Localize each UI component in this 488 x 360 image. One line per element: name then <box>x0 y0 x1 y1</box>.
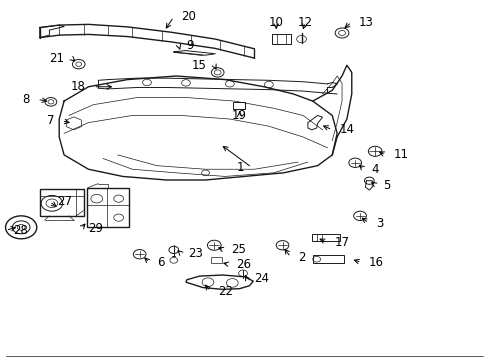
Text: 12: 12 <box>297 16 312 29</box>
Text: 27: 27 <box>57 195 72 208</box>
Text: 20: 20 <box>181 10 196 23</box>
Bar <box>87 188 129 226</box>
Text: 23: 23 <box>188 247 203 260</box>
Bar <box>233 102 244 109</box>
Text: 19: 19 <box>232 109 246 122</box>
Text: 8: 8 <box>22 93 30 106</box>
Text: 3: 3 <box>375 216 383 230</box>
Circle shape <box>211 68 224 77</box>
Bar <box>211 257 222 263</box>
Text: 10: 10 <box>268 16 283 29</box>
Bar <box>312 255 344 263</box>
Bar <box>272 34 290 44</box>
Circle shape <box>72 59 85 69</box>
Circle shape <box>226 279 238 287</box>
Text: 9: 9 <box>185 39 193 52</box>
Text: 7: 7 <box>47 114 54 127</box>
Text: 21: 21 <box>49 51 64 64</box>
Text: 2: 2 <box>298 251 305 264</box>
Text: 11: 11 <box>392 148 407 161</box>
Text: 28: 28 <box>13 224 28 237</box>
Circle shape <box>202 278 213 287</box>
Text: 29: 29 <box>88 222 103 235</box>
Bar <box>311 234 339 241</box>
Text: 25: 25 <box>231 243 245 256</box>
Circle shape <box>296 36 306 42</box>
Polygon shape <box>307 116 322 130</box>
Text: 5: 5 <box>383 179 390 192</box>
Text: 16: 16 <box>368 256 383 269</box>
Text: 17: 17 <box>334 236 349 249</box>
Text: 26: 26 <box>236 258 251 271</box>
Text: 15: 15 <box>192 59 206 72</box>
Text: 14: 14 <box>339 123 354 136</box>
Polygon shape <box>185 275 253 289</box>
Text: 13: 13 <box>358 16 373 29</box>
Text: 1: 1 <box>237 161 244 174</box>
Bar <box>40 189 83 216</box>
Text: 24: 24 <box>254 272 269 285</box>
Text: 6: 6 <box>157 256 164 269</box>
Text: 4: 4 <box>370 163 378 176</box>
Text: 22: 22 <box>217 285 232 298</box>
Text: 18: 18 <box>71 80 86 93</box>
